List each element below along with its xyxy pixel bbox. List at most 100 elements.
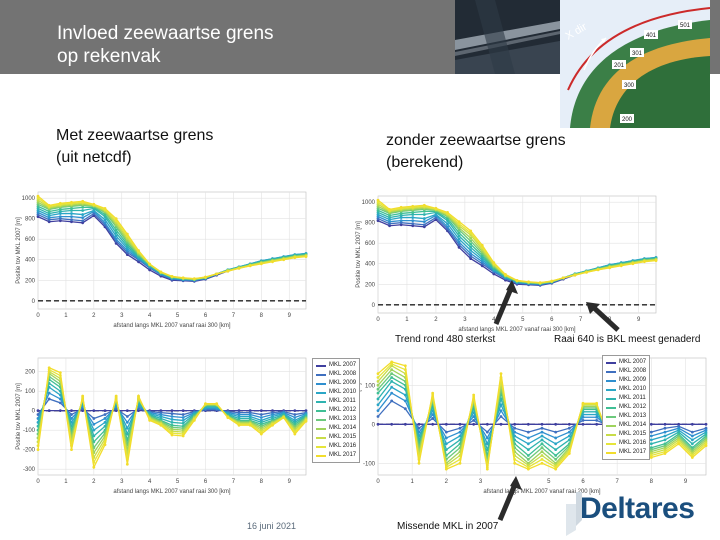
legend-entry: MKL 2017 [316, 451, 356, 460]
data-point [376, 198, 380, 202]
data-point [444, 436, 448, 440]
legend-entry: MKL 2014 [316, 424, 356, 433]
data-point [390, 385, 394, 389]
legend-swatch [606, 397, 616, 400]
data-point [704, 438, 708, 442]
data-point [192, 277, 196, 281]
data-point [422, 203, 426, 207]
x-tick-label: 0 [376, 479, 380, 485]
data-point [485, 467, 489, 471]
data-point [469, 257, 473, 261]
data-point [47, 220, 51, 224]
data-point [457, 240, 461, 244]
legend-entry: MKL 2017 [606, 448, 646, 457]
data-point [92, 428, 96, 432]
data-point [422, 217, 426, 220]
data-point [125, 232, 129, 236]
data-point [70, 215, 73, 219]
data-point [469, 242, 473, 246]
x-tick-label: 1 [410, 479, 414, 485]
data-point [282, 416, 286, 420]
data-point [36, 200, 40, 204]
data-point [304, 255, 308, 259]
data-point [554, 458, 558, 461]
legend-label: MKL 2017 [619, 449, 647, 455]
data-point [36, 194, 40, 198]
data-point [540, 434, 544, 438]
data-point [248, 411, 252, 414]
data-point [444, 442, 448, 446]
data-point [376, 219, 380, 223]
data-point [554, 467, 558, 471]
data-point [159, 270, 163, 274]
data-point [125, 462, 129, 466]
data-point [103, 417, 107, 420]
y-axis-label: Positie tov MKL 2007 [m] [16, 383, 22, 450]
data-point [376, 397, 380, 401]
annotation-missing: Missende MKL in 2007 [397, 521, 499, 532]
data-point [81, 219, 85, 223]
data-point [554, 430, 558, 434]
data-point [376, 380, 380, 383]
data-point [293, 256, 297, 260]
data-point [170, 274, 174, 278]
x-tick-label: 1 [64, 313, 68, 319]
data-point [137, 394, 140, 398]
data-point [81, 213, 85, 216]
data-point [58, 201, 62, 205]
data-point [215, 402, 219, 406]
data-point [399, 205, 403, 209]
legend-label: MKL 2009 [619, 377, 647, 383]
data-point [125, 409, 129, 413]
x-tick-label: 4 [148, 313, 152, 319]
x-axis-label: afstand langs MKL 2007 vanaf raai 300 [k… [113, 323, 231, 329]
data-point [567, 426, 571, 430]
data-point [36, 448, 40, 452]
data-point [70, 448, 73, 452]
data-point [515, 278, 519, 282]
legend-swatch [316, 454, 326, 457]
data-point [446, 211, 449, 214]
data-point [480, 243, 484, 247]
data-point [271, 409, 274, 413]
legend-entry: MKL 2015 [606, 430, 646, 439]
data-point [376, 415, 380, 418]
data-point [114, 231, 118, 235]
data-point [271, 415, 274, 418]
data-point [581, 401, 585, 405]
data-point [573, 273, 577, 277]
data-point [540, 446, 544, 450]
x-tick-label: 5 [176, 313, 180, 319]
data-point [376, 387, 380, 391]
map-ray-label: 301 [632, 51, 643, 57]
data-point [595, 401, 599, 405]
data-point [457, 234, 461, 238]
data-point [649, 450, 653, 453]
data-point [259, 426, 263, 430]
data-point [485, 430, 489, 434]
legend-entry: MKL 2014 [606, 421, 646, 430]
data-point [417, 461, 421, 465]
data-point [293, 413, 297, 416]
data-point [631, 262, 635, 266]
x-tick-label: 3 [120, 313, 124, 319]
legend-swatch [316, 382, 326, 385]
legend-entry: MKL 2012 [606, 403, 646, 412]
data-point [304, 409, 308, 413]
data-point [81, 394, 85, 398]
data-point [36, 207, 40, 210]
data-point [677, 438, 681, 442]
data-point [137, 249, 140, 252]
legend-entry: MKL 2008 [606, 367, 646, 376]
data-point [159, 409, 163, 413]
footer-date: 16 juni 2021 [247, 521, 297, 531]
data-point [663, 452, 667, 455]
data-point [376, 215, 380, 218]
data-point [472, 393, 476, 397]
data-point [170, 415, 174, 418]
data-point [663, 438, 667, 442]
data-point [677, 424, 681, 428]
data-point [114, 217, 118, 221]
data-point [58, 371, 62, 375]
data-point [649, 430, 653, 434]
